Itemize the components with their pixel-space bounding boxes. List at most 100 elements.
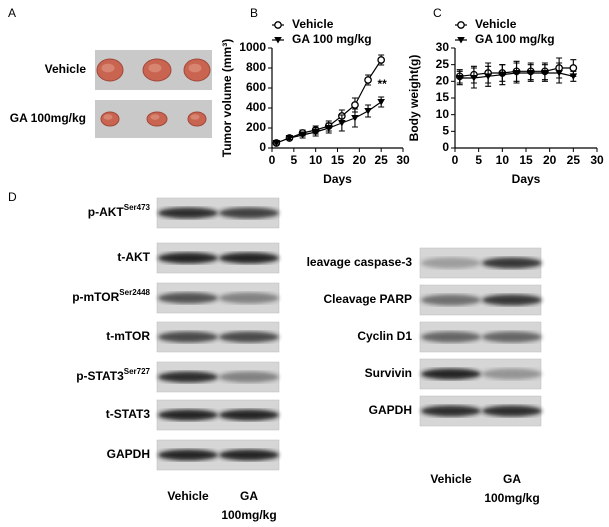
blot-label: t-STAT3: [106, 407, 151, 421]
marker: [569, 64, 578, 72]
band: [482, 405, 542, 417]
legend-label: Vehicle: [292, 17, 334, 31]
marker: [311, 129, 320, 136]
marker: [274, 37, 282, 44]
panel-label: B: [250, 6, 258, 20]
x-tick-label: 25: [374, 153, 388, 167]
band: [482, 257, 542, 269]
band: [219, 207, 279, 219]
marker: [338, 120, 346, 127]
blot-label: t-AKT: [117, 250, 150, 264]
y-tick-label: 0: [442, 140, 449, 154]
blot-label: Survivin: [365, 366, 412, 380]
marker: [364, 108, 372, 115]
panel-label: C: [433, 6, 442, 20]
x-axis-label: Days: [512, 172, 541, 186]
band: [219, 409, 279, 421]
y-tick-label: 15: [436, 90, 450, 104]
blot-name: t-AKT: [117, 250, 150, 264]
lane-label: Vehicle: [167, 489, 209, 503]
y-tick-label: 400: [246, 100, 266, 114]
marker: [298, 132, 307, 139]
band: [219, 252, 279, 264]
y-axis-label: Tumor volume (mm³): [220, 39, 234, 157]
marker: [555, 70, 563, 77]
marker: [377, 56, 386, 64]
lane-label: GA: [503, 472, 521, 486]
band: [219, 292, 279, 304]
panel-label: A: [8, 6, 16, 20]
band: [421, 331, 481, 343]
y-tick-label: 30: [436, 40, 450, 54]
band: [421, 294, 481, 306]
marker: [351, 101, 359, 109]
row-label: GA 100mg/kg: [10, 111, 86, 125]
tumor-highlight: [101, 63, 115, 73]
blot-name: leavage caspase-3: [307, 255, 413, 269]
y-tick-label: 600: [246, 80, 266, 94]
row-label: Vehicle: [45, 62, 87, 76]
marker: [498, 71, 507, 79]
y-tick-label: 0: [259, 140, 266, 154]
blot-label: p-mTORSer2448: [72, 288, 150, 304]
band: [421, 405, 481, 417]
marker: [457, 37, 465, 44]
blot-name: p-AKT: [88, 205, 125, 219]
band: [219, 449, 279, 461]
annotation: **: [377, 77, 387, 91]
blot-label: p-AKTSer473: [88, 203, 151, 219]
marker: [569, 73, 578, 80]
band: [421, 257, 481, 269]
x-tick-label: 30: [590, 153, 604, 167]
x-tick-label: 20: [543, 153, 557, 167]
marker: [512, 70, 521, 77]
blot-label: Cleavage PARP: [324, 292, 412, 306]
marker: [364, 76, 372, 84]
y-tick-label: 20: [436, 74, 450, 88]
blot-name: GAPDH: [369, 403, 412, 417]
blot-label: t-mTOR: [106, 329, 150, 343]
x-tick-label: 5: [290, 153, 297, 167]
tumor-highlight: [148, 63, 162, 73]
y-tick-label: 5: [442, 124, 449, 138]
blot-label: GAPDH: [107, 447, 150, 461]
band: [219, 371, 279, 383]
band: [158, 449, 218, 461]
tumor-highlight: [103, 114, 113, 120]
legend-label: GA 100 mg/kg: [292, 32, 372, 46]
band: [158, 371, 218, 383]
marker: [457, 21, 465, 29]
marker: [526, 70, 535, 77]
band: [158, 331, 218, 343]
blot-name: t-STAT3: [106, 407, 151, 421]
y-axis-label: Body weight(g): [407, 55, 421, 142]
y-tick-label: 800: [246, 60, 266, 74]
y-tick-label: 10: [436, 107, 450, 121]
marker: [377, 99, 385, 106]
band: [158, 252, 218, 264]
x-tick-label: 20: [353, 153, 367, 167]
legend-label: GA 100 mg/kg: [475, 32, 555, 46]
y-tick-label: 200: [246, 120, 266, 134]
band: [158, 409, 218, 421]
marker: [455, 75, 464, 82]
marker: [470, 75, 478, 82]
marker: [541, 70, 549, 77]
blot-superscript: Ser727: [124, 367, 151, 376]
x-tick-label: 10: [496, 153, 510, 167]
x-tick-label: 0: [452, 153, 459, 167]
band: [482, 368, 542, 380]
x-tick-label: 25: [567, 153, 581, 167]
blot-label: GAPDH: [369, 403, 412, 417]
band: [421, 368, 481, 380]
blot-name: Cyclin D1: [357, 329, 412, 343]
x-axis-label: Days: [323, 172, 352, 186]
x-tick-label: 0: [269, 153, 276, 167]
x-tick-label: 15: [331, 153, 345, 167]
blot-name: p-STAT3: [76, 369, 124, 383]
lane-label: 100mg/kg: [221, 508, 276, 522]
lane-label: 100mg/kg: [484, 491, 539, 505]
blot-name: Survivin: [365, 366, 412, 380]
lane-label: Vehicle: [430, 472, 472, 486]
blot-name: p-mTOR: [72, 290, 119, 304]
